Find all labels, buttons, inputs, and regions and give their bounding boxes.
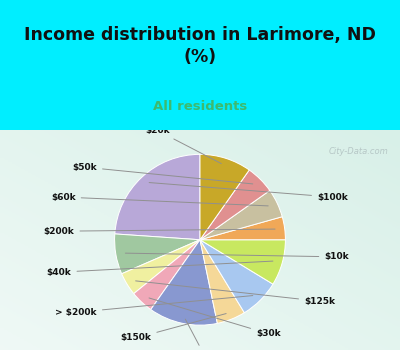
Text: $200k: $200k xyxy=(44,227,275,236)
Wedge shape xyxy=(115,154,200,240)
Text: $10k: $10k xyxy=(125,252,349,261)
Text: $20k: $20k xyxy=(145,126,221,163)
Wedge shape xyxy=(200,240,273,313)
Text: $100k: $100k xyxy=(149,183,348,202)
Wedge shape xyxy=(200,170,270,240)
Wedge shape xyxy=(200,217,285,240)
Text: City-Data.com: City-Data.com xyxy=(328,147,388,156)
Text: $30k: $30k xyxy=(149,298,281,338)
Wedge shape xyxy=(200,240,285,284)
Text: > $200k: > $200k xyxy=(56,295,253,317)
Text: $150k: $150k xyxy=(120,314,226,342)
Text: $125k: $125k xyxy=(136,281,335,306)
Text: All residents: All residents xyxy=(153,100,247,113)
Wedge shape xyxy=(151,240,217,325)
Wedge shape xyxy=(134,240,200,309)
Wedge shape xyxy=(200,154,249,240)
Wedge shape xyxy=(114,234,200,274)
Wedge shape xyxy=(200,190,282,240)
Text: $60k: $60k xyxy=(51,193,268,206)
Text: $50k: $50k xyxy=(72,163,253,184)
Text: Income distribution in Larimore, ND
(%): Income distribution in Larimore, ND (%) xyxy=(24,26,376,66)
Wedge shape xyxy=(122,240,200,294)
Wedge shape xyxy=(200,240,244,323)
Text: $75k: $75k xyxy=(185,319,217,350)
Text: $40k: $40k xyxy=(47,261,273,277)
